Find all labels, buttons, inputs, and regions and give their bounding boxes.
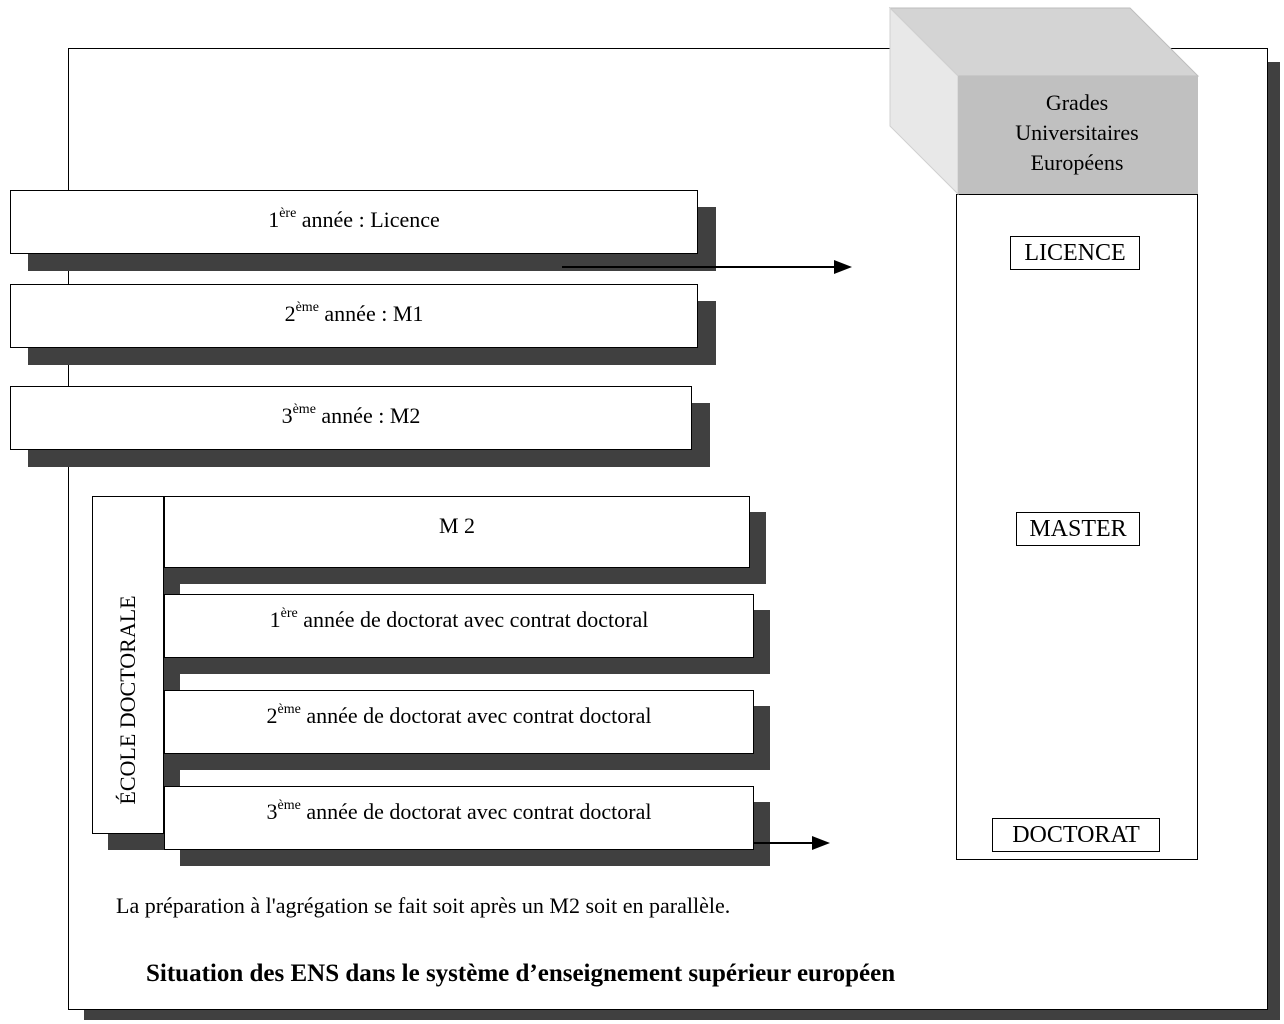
- row-doc2-box: 2ème année de doctorat avec contrat doct…: [164, 690, 754, 754]
- year-3-label: 3ème année : M2: [281, 401, 421, 428]
- row-m2-box: M 2: [164, 496, 750, 568]
- year-1-label: 1ère année : Licence: [268, 205, 440, 232]
- figure-caption: Situation des ENS dans le système d’ense…: [146, 960, 896, 987]
- arrow-licence-head: [834, 260, 852, 274]
- grades-title-line-1: Grades: [1045, 90, 1109, 115]
- grades-title-line-2: Universitaires: [1015, 120, 1139, 145]
- grade-doctorat: DOCTORAT: [992, 818, 1160, 852]
- ecole-box: [92, 496, 164, 834]
- year-2-box: 2ème année : M1: [10, 284, 698, 348]
- year-2-label: 2ème année : M1: [284, 299, 424, 326]
- row-doc2-label: 2ème année de doctorat avec contrat doct…: [266, 701, 652, 728]
- note-text: La préparation à l'agrégation se fait so…: [116, 893, 731, 918]
- row-doc1-label: 1ère année de doctorat avec contrat doct…: [269, 605, 649, 632]
- row-doc3-label: 3ème année de doctorat avec contrat doct…: [266, 797, 652, 824]
- row-doc1-box: 1ère année de doctorat avec contrat doct…: [164, 594, 754, 658]
- grades-title: Grades Universitaires Européens: [958, 88, 1196, 178]
- year-3-box: 3ème année : M2: [10, 386, 692, 450]
- row-m2-label: M 2: [438, 513, 476, 538]
- year-1-box: 1ère année : Licence: [10, 190, 698, 254]
- row-doc3-box: 3ème année de doctorat avec contrat doct…: [164, 786, 754, 850]
- arrow-doctorat-head: [812, 836, 830, 850]
- grade-master: MASTER: [1016, 512, 1140, 546]
- grades-cube: [888, 6, 1200, 196]
- grades-title-line-3: Européens: [1030, 150, 1124, 175]
- grade-licence: LICENCE: [1010, 236, 1140, 270]
